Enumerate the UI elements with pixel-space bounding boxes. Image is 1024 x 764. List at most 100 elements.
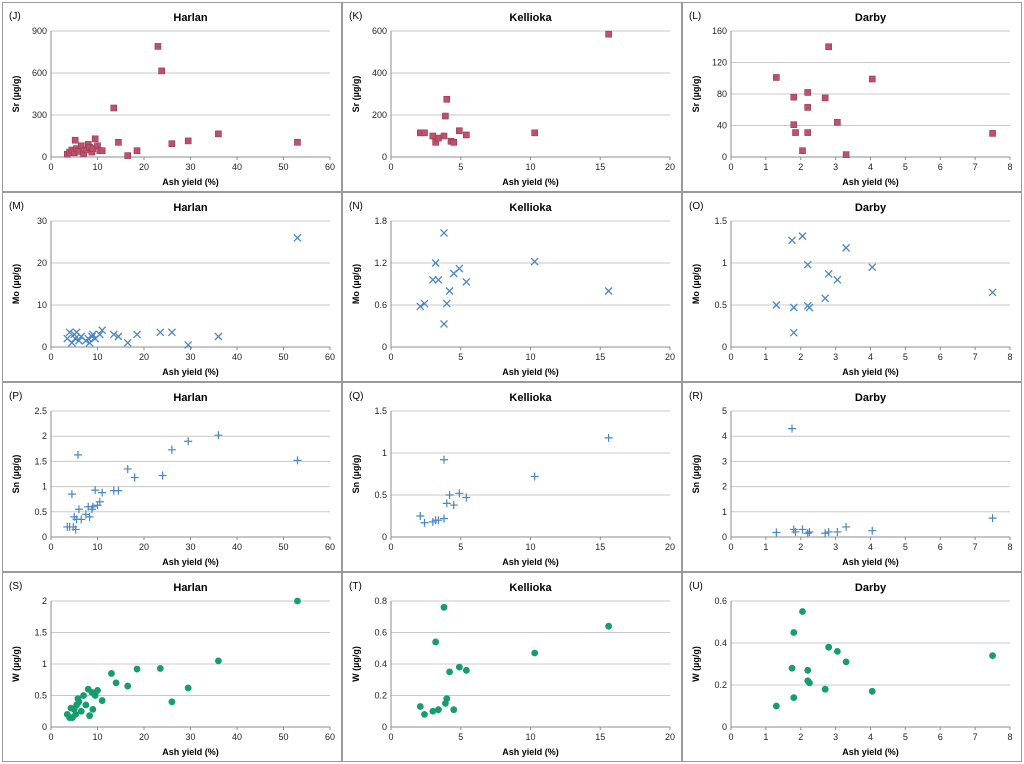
x-tick-label: 4 [868, 352, 873, 362]
data-point [88, 330, 97, 339]
y-tick-label: 0.4 [374, 659, 387, 669]
y-axis-title: Sr (µg/g) [11, 76, 21, 113]
y-tick-label: 0 [42, 722, 47, 732]
x-tick-label: 0 [728, 162, 733, 172]
y-axis-title: W (µg/g) [11, 646, 21, 682]
data-point [215, 130, 222, 138]
data-point [788, 424, 797, 433]
panel-label: (N) [349, 201, 363, 212]
data-point [443, 695, 451, 703]
x-tick-label: 60 [325, 352, 335, 362]
x-axis-title: Ash yield (%) [502, 747, 559, 757]
y-tick-label: 0 [382, 722, 387, 732]
x-tick-label: 2 [798, 732, 803, 742]
y-tick-label: 1.5 [714, 216, 727, 226]
chart-panel-L: (L) Darby 0 40 80 120 160 0 1 2 3 4 5 6 7 8 Ash yield (%… [682, 2, 1022, 192]
y-tick-label: 0.6 [374, 300, 387, 310]
data-point [431, 259, 440, 267]
data-point [772, 702, 780, 710]
x-tick-label: 10 [525, 542, 535, 552]
y-tick-label: 0 [722, 532, 727, 542]
data-point [434, 275, 443, 284]
y-tick-label: 0 [382, 342, 387, 352]
data-point [440, 514, 449, 523]
x-tick-label: 0 [388, 352, 393, 362]
data-point [156, 328, 165, 337]
data-point [112, 679, 120, 687]
chart-title: Darby [855, 392, 887, 404]
data-point [133, 330, 141, 339]
x-tick-label: 5 [903, 732, 908, 742]
data-point [804, 104, 812, 111]
data-point [440, 132, 448, 140]
y-tick-label: 40 [717, 121, 727, 131]
data-point [65, 328, 74, 337]
data-point [435, 134, 442, 142]
data-point [442, 499, 451, 508]
x-tick-label: 4 [868, 732, 873, 742]
data-point [123, 338, 132, 347]
chart-svg-T: (T) Kellioka 0 0.2 0.4 0.6 0.8 0 5 10 15 20 Ash yiel… [349, 581, 675, 757]
data-point [123, 464, 132, 473]
data-point [72, 711, 80, 718]
data-point [531, 129, 538, 137]
data-point [463, 131, 470, 139]
x-tick-label: 4 [868, 542, 873, 552]
panel-label: (J) [9, 11, 21, 22]
data-point [184, 137, 192, 145]
data-point [133, 147, 141, 154]
y-tick-label: 3 [722, 456, 727, 466]
data-point [788, 664, 796, 672]
y-axis-title: Sr (µg/g) [691, 76, 701, 113]
y-tick-label: 600 [372, 26, 387, 36]
x-axis-title: Ash yield (%) [162, 747, 219, 757]
chart-svg-M: (M) Harlan 0 10 20 30 0 10 20 30 40 50 60 Ash yield (… [9, 201, 335, 377]
chart-panel-N: (N) Kellioka 0 0.6 1.2 1.8 0 5 10 15 20 Ash yield (… [342, 192, 682, 382]
data-point [791, 527, 800, 536]
data-point [434, 516, 443, 525]
data-point [77, 142, 85, 150]
x-tick-label: 40 [232, 542, 242, 552]
data-point [605, 622, 613, 630]
x-tick-label: 0 [728, 352, 733, 362]
data-point [798, 525, 807, 534]
x-axis-title: Ash yield (%) [502, 557, 559, 567]
data-point [184, 437, 193, 446]
data-point [86, 712, 93, 720]
x-tick-label: 10 [92, 352, 102, 362]
data-point [989, 652, 996, 659]
y-tick-label: 200 [372, 110, 387, 120]
y-axis-title: Sn (µg/g) [351, 455, 361, 494]
x-axis-title: Ash yield (%) [842, 177, 899, 187]
chart-svg-R: (R) Darby 0 1 2 3 4 5 0 1 2 3 4 5 6 7 8 Ash yield (%) Sn (… [689, 391, 1013, 567]
y-tick-label: 30 [37, 216, 47, 226]
x-tick-label: 1 [763, 732, 768, 742]
data-point [440, 455, 449, 464]
data-point [214, 332, 223, 341]
chart-panel-M: (M) Harlan 0 10 20 30 0 10 20 30 40 50 60 Ash yield (… [2, 192, 342, 382]
data-point [133, 665, 141, 673]
x-tick-label: 1 [763, 162, 768, 172]
y-tick-label: 0 [382, 532, 387, 542]
chart-panel-U: (U) Darby 0 0.2 0.4 0.6 0 1 2 3 4 5 6 7 8 Ash yield (%)… [682, 572, 1022, 762]
data-point [773, 74, 780, 81]
chart-svg-L: (L) Darby 0 40 80 120 160 0 1 2 3 4 5 6 7 8 Ash yield (%… [689, 11, 1013, 187]
data-point [443, 95, 451, 103]
data-point [98, 488, 107, 497]
x-tick-label: 5 [903, 352, 908, 362]
data-point [421, 711, 428, 718]
x-tick-label: 3 [833, 542, 838, 552]
data-point [868, 526, 877, 535]
chart-svg-O: (O) Darby 0 0.5 1 1.5 0 1 2 3 4 5 6 7 8 Ash yield (%) Mo… [689, 201, 1013, 377]
chart-panel-O: (O) Darby 0 0.5 1 1.5 0 1 2 3 4 5 6 7 8 Ash yield (%) Mo… [682, 192, 1022, 382]
y-tick-label: 0.5 [714, 300, 727, 310]
data-point [71, 525, 80, 534]
data-point [98, 326, 107, 335]
data-point [184, 340, 193, 349]
y-axis-title: Mo (µg/g) [351, 264, 361, 304]
x-tick-label: 30 [185, 732, 195, 742]
data-point [833, 527, 842, 536]
data-point [80, 692, 87, 699]
x-tick-label: 7 [973, 162, 978, 172]
